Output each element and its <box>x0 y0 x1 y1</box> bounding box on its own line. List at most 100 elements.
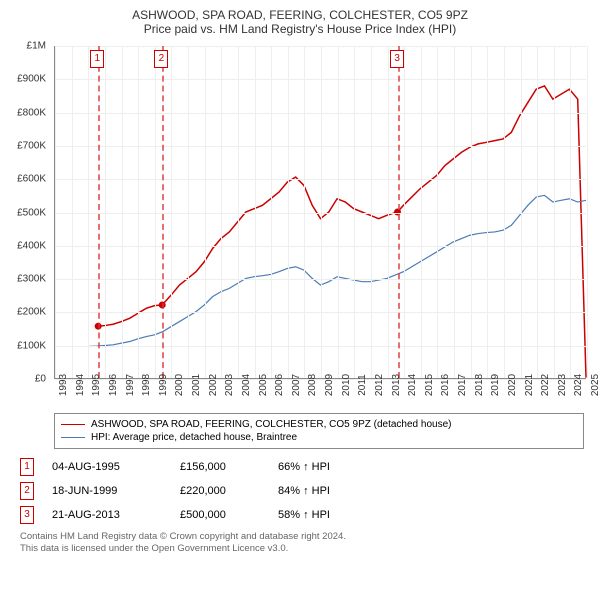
x-axis-label: 1993 <box>58 374 69 396</box>
x-axis-label: 2011 <box>357 374 368 396</box>
gridline-v <box>554 46 555 378</box>
x-axis-label: 2008 <box>307 374 318 396</box>
sale-reference-line <box>98 46 100 378</box>
x-axis-label: 2014 <box>407 374 418 396</box>
x-axis-label: 2024 <box>573 374 584 396</box>
gridline-v <box>321 46 322 378</box>
footer-line-1: Contains HM Land Registry data © Crown c… <box>20 531 584 543</box>
gridline-v <box>138 46 139 378</box>
x-axis-label: 1999 <box>158 374 169 396</box>
x-axis-label: 2023 <box>557 374 568 396</box>
x-axis-label: 2019 <box>490 374 501 396</box>
x-axis-label: 2020 <box>507 374 518 396</box>
gridline-v <box>504 46 505 378</box>
y-axis-label: £1M <box>27 41 46 52</box>
gridline-v <box>437 46 438 378</box>
gridline-v <box>338 46 339 378</box>
gridline-v <box>304 46 305 378</box>
sales-table: 104-AUG-1995£156,00066% ↑ HPI218-JUN-199… <box>20 455 584 527</box>
x-axis-label: 2000 <box>174 374 185 396</box>
x-axis-label: 2006 <box>274 374 285 396</box>
y-axis-label: £100K <box>17 340 46 351</box>
gridline-v <box>388 46 389 378</box>
chart-subtitle: Price paid vs. HM Land Registry's House … <box>8 22 592 36</box>
table-date: 21-AUG-2013 <box>52 509 162 521</box>
x-axis-label: 2001 <box>191 374 202 396</box>
table-pct: 84% ↑ HPI <box>278 485 388 497</box>
x-axis-label: 1997 <box>125 374 136 396</box>
sale-reference-line <box>398 46 400 378</box>
gridline-v <box>122 46 123 378</box>
x-axis-label: 2017 <box>457 374 468 396</box>
x-axis-label: 1996 <box>108 374 119 396</box>
legend-item: HPI: Average price, detached house, Brai… <box>61 431 577 444</box>
x-axis-label: 1995 <box>91 374 102 396</box>
gridline-v <box>421 46 422 378</box>
gridline-v <box>205 46 206 378</box>
table-row: 218-JUN-1999£220,00084% ↑ HPI <box>20 479 584 503</box>
sale-marker-box: 1 <box>90 50 104 68</box>
gridline-v <box>88 46 89 378</box>
legend-swatch <box>61 424 85 425</box>
sale-reference-line <box>162 46 164 378</box>
x-axis-label: 2009 <box>324 374 335 396</box>
table-pct: 66% ↑ HPI <box>278 461 388 473</box>
x-axis-label: 2021 <box>524 374 535 396</box>
y-axis-label: £200K <box>17 307 46 318</box>
x-axis-label: 1994 <box>75 374 86 396</box>
y-axis-label: £300K <box>17 274 46 285</box>
gridline-v <box>238 46 239 378</box>
y-axis-label: £400K <box>17 240 46 251</box>
gridline-v <box>55 46 56 378</box>
legend-label: HPI: Average price, detached house, Brai… <box>91 432 297 443</box>
x-axis-label: 2003 <box>224 374 235 396</box>
gridline-v <box>371 46 372 378</box>
y-axis-label: £600K <box>17 174 46 185</box>
chart-container: ASHWOOD, SPA ROAD, FEERING, COLCHESTER, … <box>0 0 600 590</box>
table-marker: 1 <box>20 458 34 476</box>
table-price: £156,000 <box>180 461 260 473</box>
gridline-v <box>105 46 106 378</box>
gridline-v <box>271 46 272 378</box>
chart-title: ASHWOOD, SPA ROAD, FEERING, COLCHESTER, … <box>8 8 592 22</box>
sale-marker-box: 3 <box>390 50 404 68</box>
table-marker: 2 <box>20 482 34 500</box>
table-marker: 3 <box>20 506 34 524</box>
gridline-v <box>155 46 156 378</box>
legend-item: ASHWOOD, SPA ROAD, FEERING, COLCHESTER, … <box>61 418 577 431</box>
table-price: £220,000 <box>180 485 260 497</box>
gridline-v <box>537 46 538 378</box>
y-axis-label: £800K <box>17 107 46 118</box>
x-axis-label: 2016 <box>440 374 451 396</box>
gridline-v <box>188 46 189 378</box>
gridline-v <box>570 46 571 378</box>
legend: ASHWOOD, SPA ROAD, FEERING, COLCHESTER, … <box>54 413 584 449</box>
sale-marker-box: 2 <box>154 50 168 68</box>
table-row: 1 04-AUG-1995 £156,000 66% ↑ HPI <box>20 455 584 479</box>
x-axis-label: 2018 <box>474 374 485 396</box>
gridline-v <box>221 46 222 378</box>
legend-swatch <box>61 437 85 438</box>
y-axis-label: £500K <box>17 207 46 218</box>
gridline-v <box>255 46 256 378</box>
table-date: 04-AUG-1995 <box>52 461 162 473</box>
table-row: 3 21-AUG-2013 £500,000 58% ↑ HPI <box>20 503 584 527</box>
x-axis-label: 2022 <box>540 374 551 396</box>
gridline-v <box>521 46 522 378</box>
x-axis-label: 2005 <box>258 374 269 396</box>
legend-label: ASHWOOD, SPA ROAD, FEERING, COLCHESTER, … <box>91 419 451 430</box>
x-axis-label: 2015 <box>424 374 435 396</box>
gridline-v <box>471 46 472 378</box>
footer-line-2: This data is licensed under the Open Gov… <box>20 543 584 555</box>
table-price: £500,000 <box>180 509 260 521</box>
x-axis-label: 2012 <box>374 374 385 396</box>
gridline-v <box>454 46 455 378</box>
x-axis-label: 2004 <box>241 374 252 396</box>
gridline-v <box>354 46 355 378</box>
x-axis-label: 2025 <box>590 374 600 396</box>
x-axis-label: 2013 <box>391 374 402 396</box>
table-pct: 58% ↑ HPI <box>278 509 388 521</box>
gridline-v <box>171 46 172 378</box>
gridline-v <box>288 46 289 378</box>
gridline-v <box>72 46 73 378</box>
